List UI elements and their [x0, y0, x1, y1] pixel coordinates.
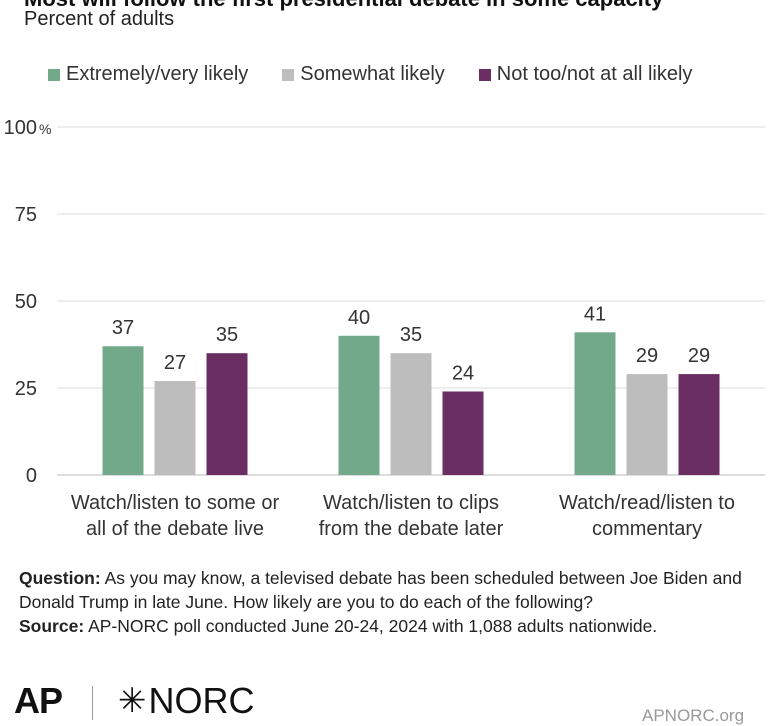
legend-item-somewhat: Somewhat likely: [282, 63, 445, 86]
legend-label-extremely: Extremely/very likely: [66, 63, 249, 85]
legend: Extremely/very likely Somewhat likely No…: [48, 63, 726, 86]
bar-value-label: 27: [164, 352, 186, 374]
bar: [102, 346, 144, 475]
legend-item-not-likely: Not too/not at all likely: [478, 63, 693, 86]
bar: [390, 353, 432, 475]
legend-swatch-extremely: [48, 68, 60, 81]
question-label: Question:: [19, 568, 101, 588]
bar: [442, 391, 484, 475]
x-category-label: all of the debate live: [86, 518, 264, 540]
x-category-label: Watch/listen to some or: [71, 492, 280, 514]
question-text: As you may know, a televised debate has …: [19, 568, 742, 612]
source-label: Source:: [19, 616, 85, 636]
bar-value-label: 24: [452, 362, 474, 384]
source-text: AP-NORC poll conducted June 20-24, 2024 …: [88, 616, 658, 636]
legend-swatch-somewhat: [282, 68, 295, 81]
norc-logo-text: NORC: [148, 680, 255, 721]
bar: [574, 332, 616, 475]
y-axis-unit: %: [39, 121, 51, 137]
chart-title: Most will follow the first presidential …: [24, 0, 663, 12]
bar: [206, 353, 248, 475]
norc-star-icon: ✳: [118, 682, 147, 720]
y-tick-label: 50: [15, 291, 37, 313]
y-tick-label: 100: [4, 117, 37, 139]
bar-chart: 0 25 50 75 100 % 37 27 35 Watch/listen to some or…: [4, 117, 765, 540]
bar: [154, 381, 196, 475]
x-category-label: Watch/listen to clips: [323, 492, 499, 514]
y-tick-label: 0: [26, 465, 37, 487]
bar: [678, 374, 720, 475]
question-note: Question: As you may know, a televised d…: [19, 566, 764, 614]
site-url: APNORC.org: [642, 706, 745, 725]
bar: [626, 374, 668, 475]
x-category-label: from the debate later: [319, 518, 504, 540]
ap-logo: AP: [14, 680, 63, 721]
logo-divider: [92, 686, 93, 720]
bar-value-label: 35: [400, 324, 422, 346]
bar-value-label: 29: [688, 345, 710, 367]
source-note: Source: AP-NORC poll conducted June 20-2…: [19, 614, 764, 638]
chart-subtitle: Percent of adults: [24, 8, 175, 30]
bar-value-label: 41: [584, 303, 606, 325]
x-category-label: commentary: [592, 518, 702, 540]
legend-label-not-likely: Not too/not at all likely: [496, 63, 693, 85]
x-category-label: Watch/read/listen to: [559, 492, 735, 514]
legend-label-somewhat: Somewhat likely: [300, 63, 445, 85]
norc-logo: ✳ NORC: [118, 680, 255, 722]
y-tick-label: 25: [15, 378, 37, 400]
y-tick-label: 75: [15, 204, 37, 226]
bar-value-label: 35: [216, 324, 238, 346]
legend-item-extremely: Extremely/very likely: [48, 63, 248, 86]
bar-value-label: 40: [348, 307, 370, 329]
bar-value-label: 29: [636, 345, 658, 367]
chart-notes: Question: As you may know, a televised d…: [19, 566, 764, 638]
legend-swatch-not-likely: [478, 68, 491, 81]
bar: [338, 335, 380, 475]
bar-value-label: 37: [112, 317, 134, 339]
